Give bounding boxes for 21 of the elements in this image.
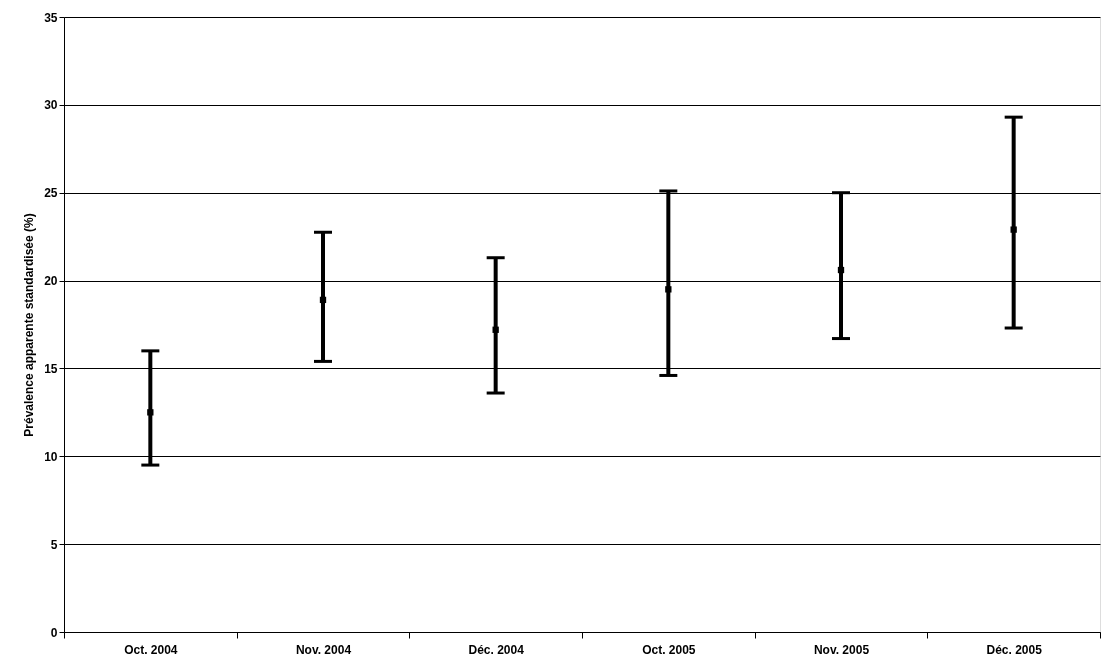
x-tick-label: Oct. 2005	[642, 642, 696, 657]
x-tick-label: Oct. 2004	[124, 642, 178, 657]
point	[837, 266, 845, 274]
y-tick-label: 10	[44, 449, 58, 464]
y-tick-label: 30	[44, 98, 58, 113]
y-tick-label: 15	[44, 361, 58, 376]
point	[492, 326, 499, 333]
point	[1010, 226, 1017, 233]
point	[319, 296, 327, 304]
y-tick-label: 5	[50, 537, 58, 552]
x-tick-label: Déc. 2005	[986, 642, 1043, 657]
y-tick-label: 0	[50, 625, 58, 640]
y-axis-title: Prévalence apparente standardisée (%)	[22, 213, 37, 437]
x-tick-label: Nov. 2005	[813, 642, 870, 657]
y-tick-label: 20	[44, 274, 58, 289]
point	[665, 286, 672, 293]
point	[147, 409, 154, 416]
x-tick-label: Nov. 2004	[295, 642, 352, 657]
y-tick-label: 35	[44, 10, 58, 25]
x-tick-label: Déc. 2004	[468, 642, 525, 657]
y-tick-label: 25	[44, 186, 58, 201]
